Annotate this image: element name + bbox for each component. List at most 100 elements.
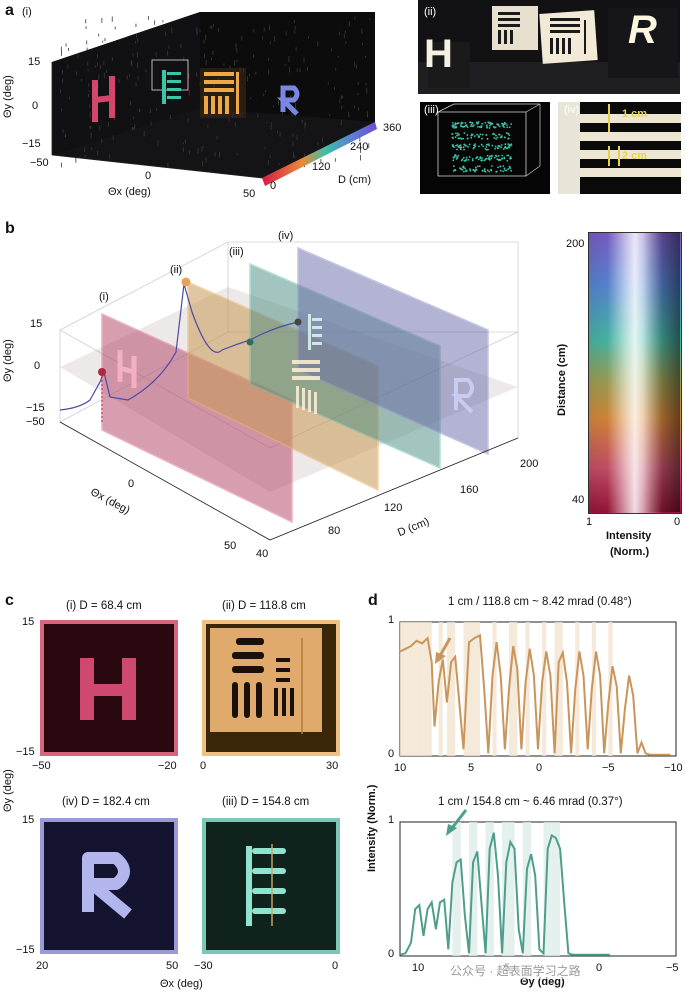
c-x-tick-iii-right: 0 xyxy=(332,960,339,972)
b-plane-label-iii: (iii) xyxy=(229,246,244,258)
a-noise-point xyxy=(270,124,272,131)
d-peak-band xyxy=(542,622,547,756)
a-iii-point xyxy=(495,170,498,173)
a-noise-point xyxy=(211,57,213,61)
a-iii-point xyxy=(455,132,457,135)
a-noise-point xyxy=(132,126,133,131)
a-iii-point xyxy=(462,137,465,140)
a-noise-point xyxy=(279,131,281,137)
a-iii-point xyxy=(477,136,480,138)
c-title-ii: (ii) D = 118.8 cm xyxy=(222,600,306,612)
a-target-teal xyxy=(162,70,181,104)
d-peak-band xyxy=(591,622,596,756)
b-colorbar-shade xyxy=(588,232,680,512)
d-peak-band xyxy=(427,622,432,756)
a-noise-point xyxy=(157,140,159,147)
a-noise-point xyxy=(88,83,90,87)
a-d-tick-0: 0 xyxy=(270,180,277,192)
d-peak-band xyxy=(575,622,580,756)
a-noise-point xyxy=(304,164,305,168)
a-noise-point xyxy=(170,76,172,82)
a-noise-point xyxy=(293,151,294,157)
a-photo-iv xyxy=(558,102,681,194)
a-iii-point xyxy=(506,126,509,129)
a-noise-point xyxy=(257,114,259,118)
a-iii-point xyxy=(459,167,462,170)
a-noise-point xyxy=(293,154,295,159)
a-target-orange xyxy=(200,68,246,118)
a-iii-point xyxy=(508,144,511,146)
a-noise-point xyxy=(97,62,98,67)
a-noise-point xyxy=(357,82,359,86)
a-iii-point xyxy=(480,159,483,162)
a-noise-point xyxy=(236,59,238,63)
a-iii-point xyxy=(454,123,457,126)
d-bottom-arrow xyxy=(450,809,468,829)
a-noise-point xyxy=(97,150,99,156)
a-iii-point xyxy=(497,166,499,169)
a-iii-point xyxy=(500,146,503,149)
a-iii-point xyxy=(500,122,503,125)
c-y-tick-bot-15: 15 xyxy=(22,814,35,826)
a-iii-point xyxy=(476,165,479,168)
a-noise-point xyxy=(81,78,83,82)
a-iii-point xyxy=(457,132,459,135)
a-iii-point xyxy=(458,133,461,136)
a-iii-point xyxy=(471,157,474,160)
a-iii-point xyxy=(501,154,504,157)
a-noise-point xyxy=(205,34,207,40)
a-iii-point xyxy=(499,165,502,168)
a-iii-point xyxy=(507,137,510,140)
a-iii-point xyxy=(497,158,500,161)
a-iii-point xyxy=(494,147,497,150)
a-iii-point xyxy=(508,134,511,137)
a-iii-point xyxy=(502,165,505,167)
a-d-label: D (cm) xyxy=(338,174,371,186)
a-iii-point xyxy=(503,121,506,124)
a-iii-point xyxy=(463,159,466,162)
a-noise-point xyxy=(342,95,343,99)
a-noise-point xyxy=(366,111,368,117)
a-iii-point xyxy=(497,124,500,127)
a-iii-point xyxy=(473,135,476,138)
d-peak-band xyxy=(469,622,475,756)
a-noise-point xyxy=(87,68,89,72)
a-iii-point xyxy=(487,148,489,151)
a-iii-point xyxy=(488,127,491,129)
a-noise-point xyxy=(205,157,207,163)
a-iii-point xyxy=(505,132,508,134)
a-iii-point xyxy=(473,144,475,147)
a-iii-point xyxy=(474,143,477,146)
a-noise-point xyxy=(196,27,198,34)
panel-a-3d-plot xyxy=(51,12,377,186)
a-noise-point xyxy=(272,105,274,108)
a-iii-point xyxy=(465,156,468,159)
d-top-x-tick-neg5: −5 xyxy=(602,762,615,774)
a-noise-point xyxy=(167,162,169,168)
b-d-tick-40: 40 xyxy=(256,548,269,560)
a-noise-point xyxy=(107,122,109,127)
a-iii-point xyxy=(463,148,465,151)
a-y-tick-15: 15 xyxy=(28,56,41,68)
a-y-tick-0: 0 xyxy=(32,100,39,112)
a-iii-point xyxy=(464,124,467,127)
a-noise-point xyxy=(182,147,184,153)
a-x-tick-neg50: −50 xyxy=(30,157,49,169)
a-iii-point xyxy=(509,156,512,158)
d-top-annotation: 1 cm / 118.8 cm ~ 8.42 mrad (0.48°) xyxy=(448,596,632,608)
c-x-tick-iv-left: 20 xyxy=(36,960,49,972)
a-noise-point xyxy=(329,114,331,117)
a-iii-point xyxy=(452,122,454,124)
a-iii-label: (iii) xyxy=(424,104,439,116)
a-iii-point xyxy=(470,134,473,137)
a-iii-point xyxy=(478,126,481,128)
a-iii-point xyxy=(478,145,480,148)
d-peak-band xyxy=(547,822,552,956)
a-noise-point xyxy=(98,74,100,80)
c-theta-y-label: Θy (deg) xyxy=(2,769,14,812)
a-noise-point xyxy=(266,121,268,124)
a-noise-point xyxy=(129,74,130,77)
a-iii-point xyxy=(472,147,475,150)
a-noise-point xyxy=(339,31,340,36)
a-iii-point xyxy=(462,170,465,173)
